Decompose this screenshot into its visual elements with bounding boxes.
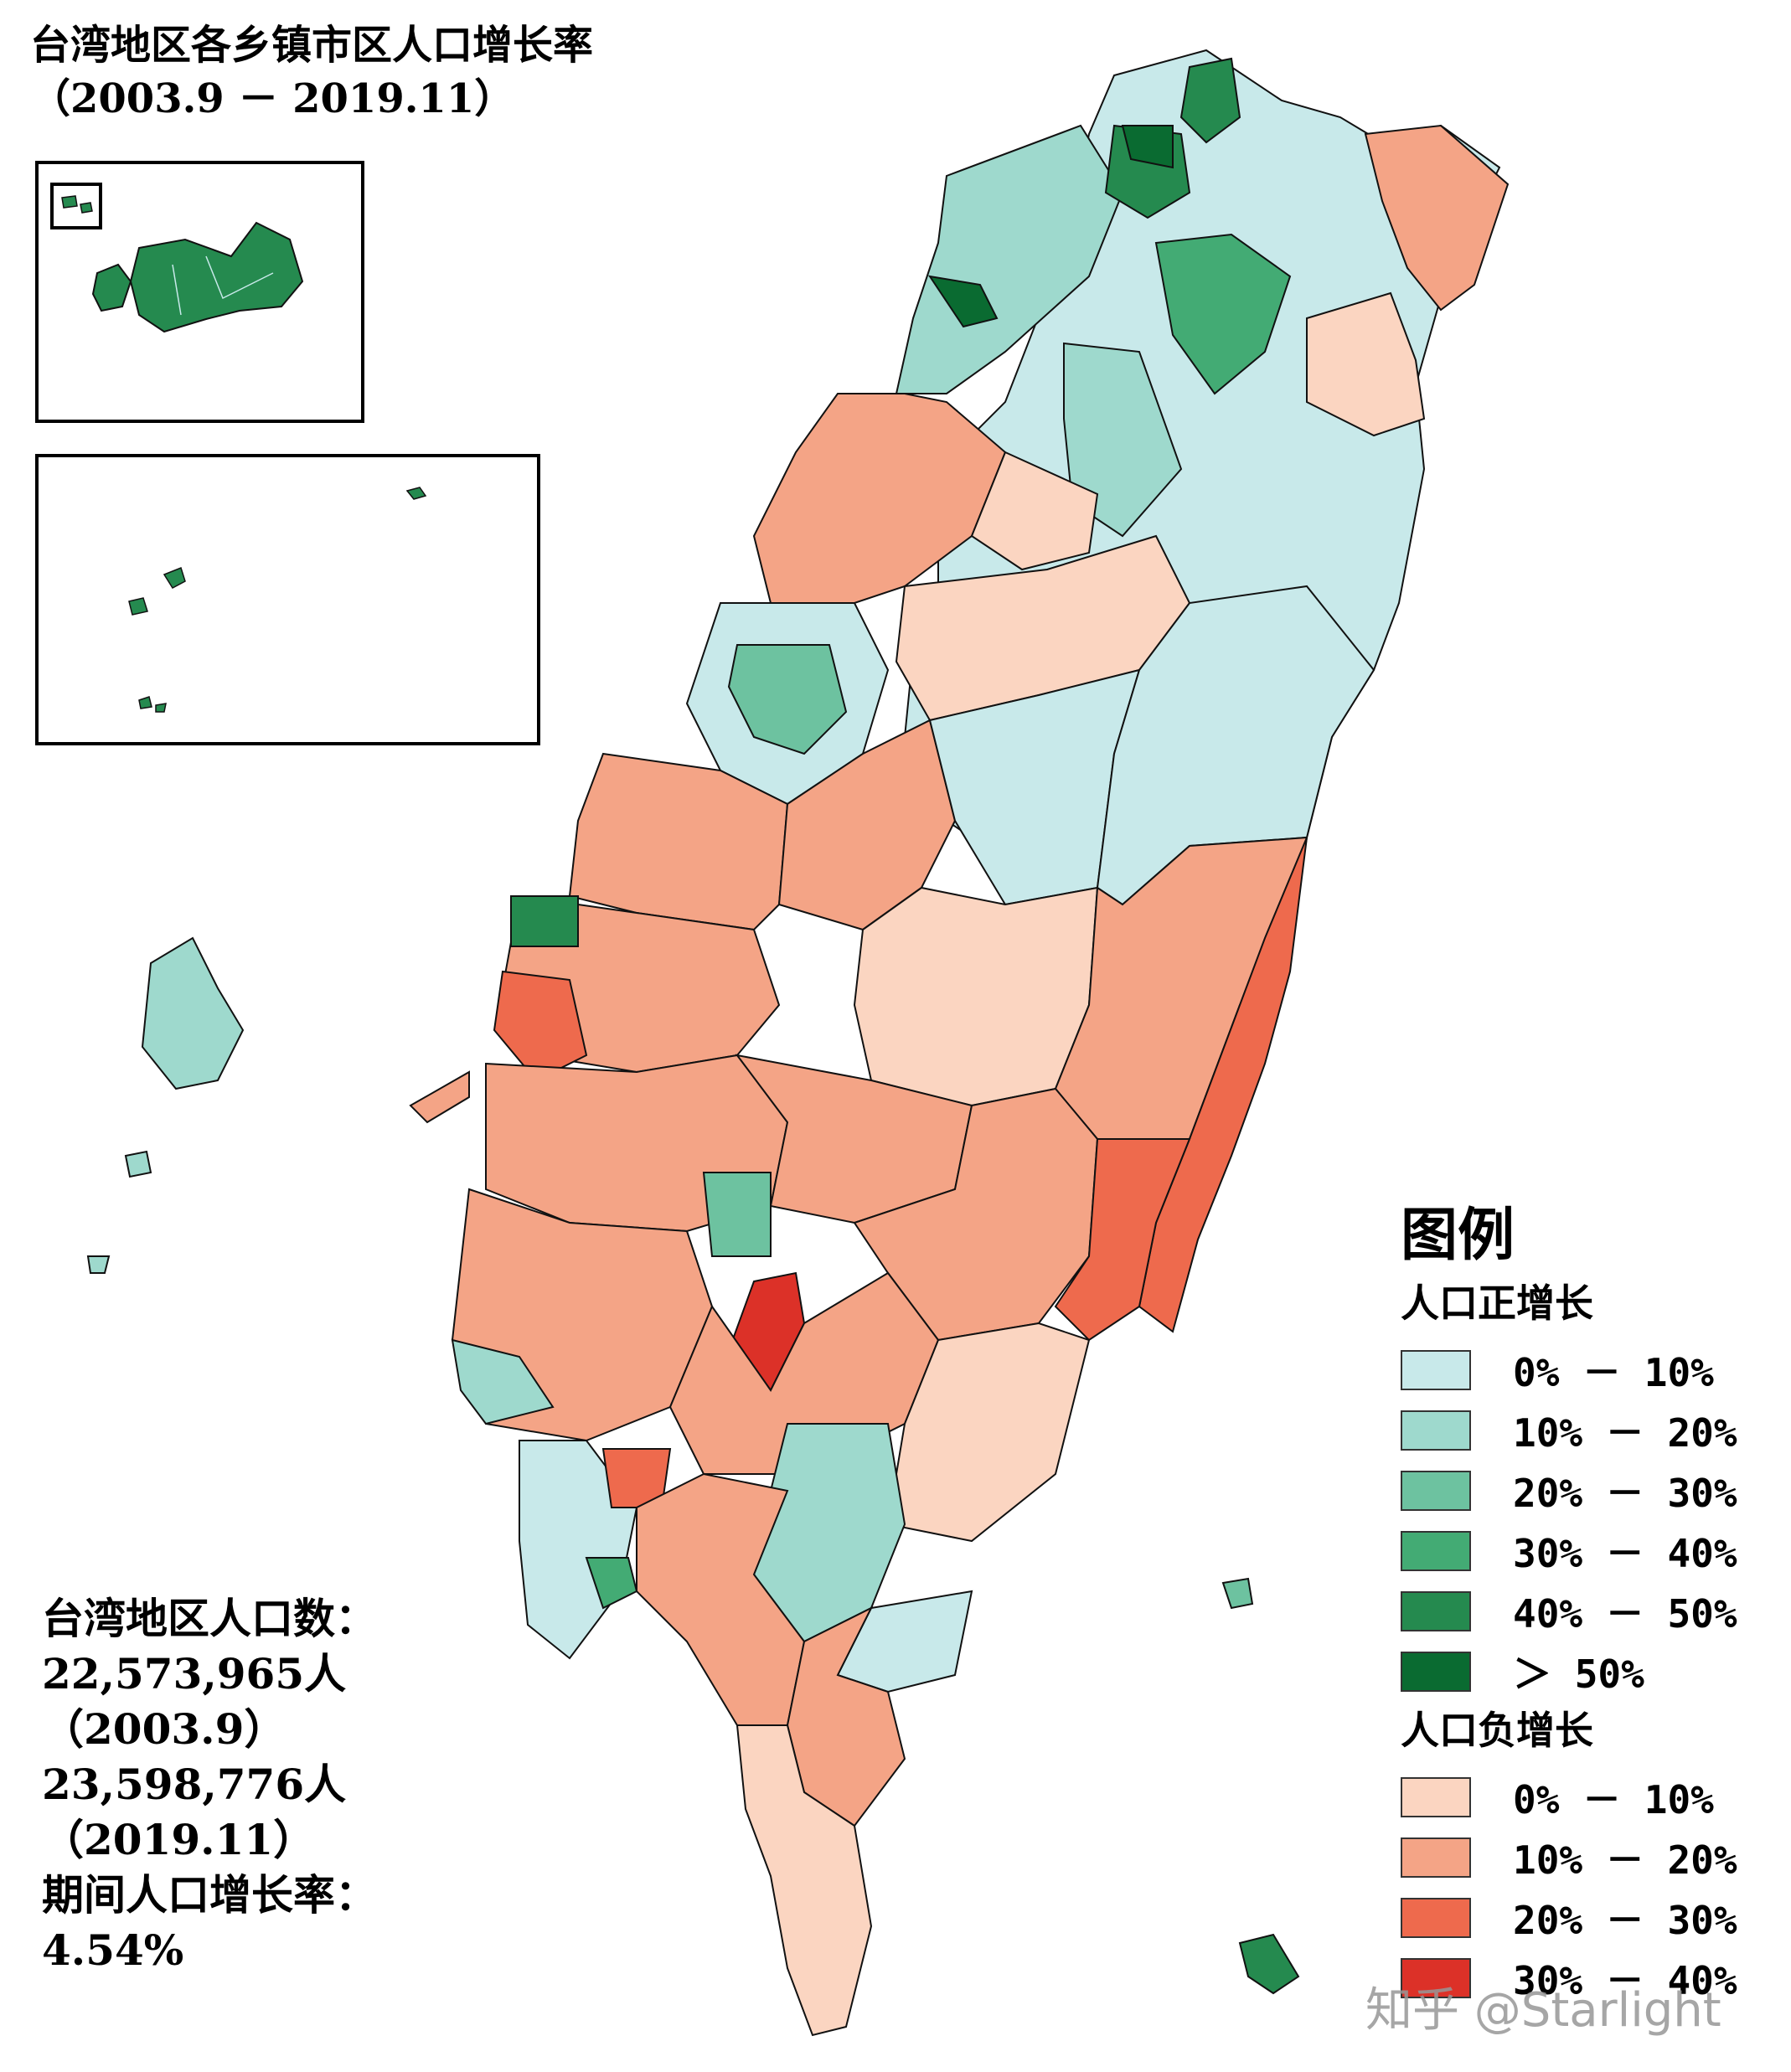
stats-date-2003: （2003.9）: [42, 1704, 286, 1754]
legend-positive-item: 10% － 20%: [1401, 1400, 1769, 1461]
legend-swatch: [1401, 1652, 1471, 1692]
matsu-inset: [35, 161, 364, 423]
legend-item-label: 0% － 10%: [1513, 1350, 1714, 1395]
region-tainan-green: [451, 1338, 555, 1425]
region-northeast-coast: [1364, 124, 1510, 312]
legend-swatch: [1401, 1777, 1471, 1817]
legend-swatch: [1401, 1591, 1471, 1631]
region-taitung-north: [1054, 1138, 1191, 1342]
title-line2: （2003.9 － 2019.11）: [30, 75, 515, 122]
legend-swatch: [1401, 1837, 1471, 1878]
matsu-main-island: [129, 221, 304, 333]
region-sanxia: [1154, 233, 1292, 395]
region-nantou-north: [777, 719, 957, 931]
region-coast-strip: [409, 1070, 470, 1124]
region-miaoli-inner: [970, 451, 1099, 571]
region-hsinchu: [927, 275, 999, 328]
legend-item-label: 0% － 10%: [1513, 1777, 1714, 1822]
kinmen-islet-ne: [405, 487, 427, 500]
legend-positive-item: 30% － 40%: [1401, 1521, 1769, 1581]
legend-positive-item: 0% － 10%: [1401, 1340, 1769, 1400]
legend-item-label: 10% － 20%: [1513, 1837, 1737, 1883]
legend-swatch: [1401, 1531, 1471, 1571]
title-line1: 台湾地区各乡镇市区人口增长率: [30, 22, 594, 69]
region-green-island: [1221, 1577, 1254, 1610]
legend-positive-item: 20% － 30%: [1401, 1461, 1769, 1521]
legend-negative-label: 人口负增长: [1401, 1708, 1593, 1753]
region-northwest-green: [895, 124, 1124, 394]
legend-item-label: 10% － 20%: [1513, 1410, 1737, 1456]
region-taichung-green: [727, 644, 848, 755]
region-penghu-south: [86, 1255, 111, 1274]
region-chiayi-green: [702, 1172, 772, 1257]
stats-growth-label: 期间人口增长率：: [42, 1870, 377, 1920]
kinmen-islet-south: [138, 696, 167, 713]
stats-date-2019: （2019.11）: [42, 1815, 316, 1864]
matsu-islands-map: [50, 183, 304, 333]
legend-swatch: [1401, 1350, 1471, 1390]
kinmen-islet-1: [163, 567, 186, 589]
legend-item-label: 30% － 40%: [1513, 1958, 1737, 2003]
legend-item-label: 20% － 30%: [1513, 1898, 1737, 1943]
legend-negative-item: 0% － 10%: [1401, 1767, 1769, 1827]
region-yilan: [1306, 291, 1426, 437]
region-penghu-small: [124, 1150, 152, 1178]
population-stats: 台湾地区人口数： 22,573,965人 （2003.9） 23,598,776…: [42, 1591, 377, 1978]
legend-swatch: [1401, 1410, 1471, 1451]
kinmen-inset: [35, 454, 540, 745]
region-jianshi: [1063, 342, 1183, 538]
legend-item-label: ＞ 50%: [1513, 1652, 1644, 1697]
legend-item-label: 30% － 40%: [1513, 1531, 1737, 1576]
region-orchid-island: [1238, 1933, 1300, 1995]
kinmen-islet-2: [128, 597, 148, 616]
legend-swatch: [1401, 1898, 1471, 1938]
legend-positive-item: ＞ 50%: [1401, 1642, 1769, 1702]
matsu-small-islands: [61, 195, 93, 214]
legend-positive-items: 0% － 10% 10% － 20% 20% － 30% 30% － 40% 40% －…: [1401, 1340, 1769, 1702]
legend-negative-items: 0% － 10% 10% － 20% 20% － 30% 30% － 40%: [1401, 1767, 1769, 2008]
matsu-boundaries: [172, 255, 274, 316]
matsu-inner-box: [50, 183, 102, 229]
region-linkou: [1121, 125, 1174, 169]
stats-growth-value: 4.54%: [42, 1925, 184, 1975]
legend-negative-item: 30% － 40%: [1401, 1948, 1769, 2008]
region-penghu: [141, 936, 245, 1090]
region-hualien-coast: [1138, 837, 1308, 1333]
region-south-tip: [735, 1724, 873, 2037]
kinmen-islands-map: [128, 487, 427, 713]
legend-item-label: 40% － 50%: [1513, 1591, 1737, 1636]
legend-negative-item: 10% － 20%: [1401, 1827, 1769, 1888]
legend-title: 图例: [1401, 1202, 1515, 1269]
legend-swatch: [1401, 1958, 1471, 1998]
region-changhua-green: [510, 895, 579, 947]
matsu-west-island: [91, 263, 132, 312]
map-title: 台湾地区各乡镇市区人口增长率 （2003.9 － 2019.11）: [30, 18, 593, 126]
legend-positive-item: 40% － 50%: [1401, 1581, 1769, 1642]
stats-label: 台湾地区人口数：: [42, 1594, 377, 1643]
legend-item-label: 20% － 30%: [1513, 1471, 1737, 1516]
stats-pop-2019: 23,598,776人: [42, 1760, 347, 1809]
legend-negative-item: 20% － 30%: [1401, 1888, 1769, 1948]
legend-positive-label: 人口正增长: [1401, 1281, 1593, 1326]
watermark: 知乎 @Starlight: [1365, 1983, 1721, 2038]
legend: 图例 人口正增长 0% － 10% 10% － 20% 20% － 30% 30% －…: [1401, 1198, 1769, 2008]
legend-swatch: [1401, 1471, 1471, 1511]
stats-pop-2003: 22,573,965人: [42, 1649, 347, 1698]
region-xinyi: [853, 886, 1099, 1107]
region-tamsui: [1179, 57, 1241, 144]
